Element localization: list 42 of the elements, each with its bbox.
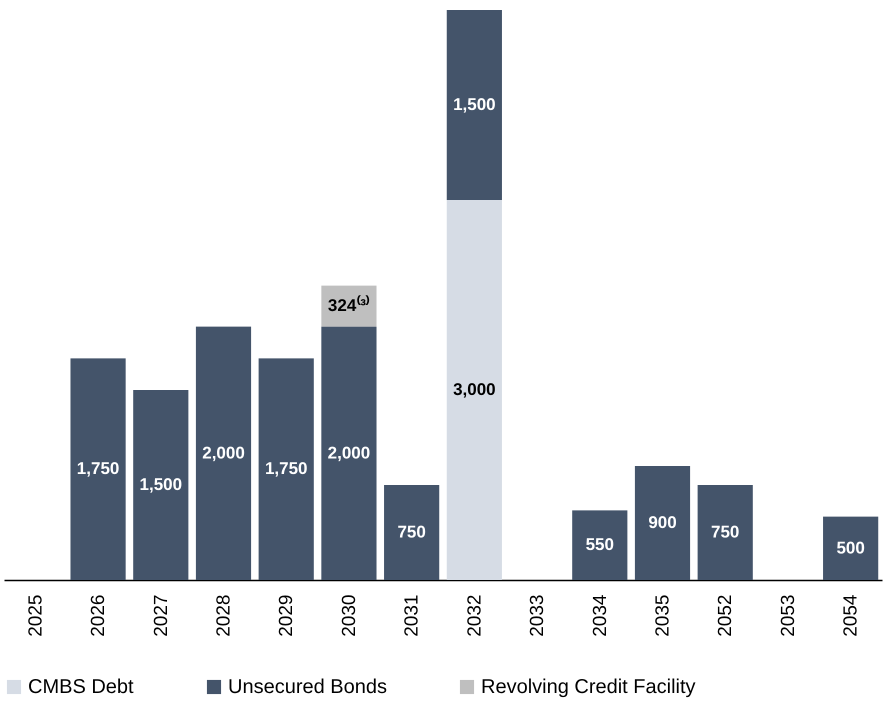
legend-label: Revolving Credit Facility xyxy=(481,676,696,698)
data-label: 1,750 xyxy=(264,459,308,478)
x-tick-label: 2027 xyxy=(150,594,172,637)
bar xyxy=(572,510,628,580)
bar xyxy=(446,200,502,580)
data-label: 550 xyxy=(586,535,614,554)
x-tick-label: 2031 xyxy=(402,594,423,637)
x-tick-label: 2034 xyxy=(590,594,611,637)
x-tick-label: 2033 xyxy=(527,594,548,637)
bar xyxy=(133,390,188,580)
data-label: 1,750 xyxy=(76,459,120,478)
bar xyxy=(384,485,440,580)
x-tick-label: 2030 xyxy=(338,594,360,637)
bar xyxy=(446,10,502,200)
data-label: 3,000 xyxy=(453,380,496,399)
data-label: 750 xyxy=(397,522,426,542)
data-label: 1,500 xyxy=(453,95,496,114)
x-tick-label: 2053 xyxy=(778,594,799,637)
bar xyxy=(698,485,753,580)
x-tick-label: 2028 xyxy=(214,594,234,637)
x-tick-label: 2052 xyxy=(715,594,736,637)
legend-label: Unsecured Bonds xyxy=(228,676,387,698)
data-label: 750 xyxy=(711,522,740,542)
data-label: 2,000 xyxy=(202,443,245,462)
bar xyxy=(321,326,377,580)
legend-label: CMBS Debt xyxy=(28,676,134,698)
data-label: 324⁽³⁾ xyxy=(328,295,370,316)
bar xyxy=(70,358,126,580)
x-tick-label: 2035 xyxy=(652,594,674,637)
x-tick-label: 2054 xyxy=(840,594,862,637)
bar xyxy=(823,516,878,580)
data-label: 2,000 xyxy=(328,443,370,462)
x-tick-label: 2032 xyxy=(464,594,486,637)
x-tick-label: 2026 xyxy=(88,594,110,637)
data-label: 1,500 xyxy=(140,475,182,494)
bar xyxy=(196,326,252,580)
bar xyxy=(634,466,690,580)
data-label: 500 xyxy=(836,538,865,558)
bar xyxy=(258,358,314,580)
x-tick-label: 2025 xyxy=(25,594,46,637)
data-label: 900 xyxy=(648,513,677,532)
x-tick-label: 2029 xyxy=(276,594,298,637)
